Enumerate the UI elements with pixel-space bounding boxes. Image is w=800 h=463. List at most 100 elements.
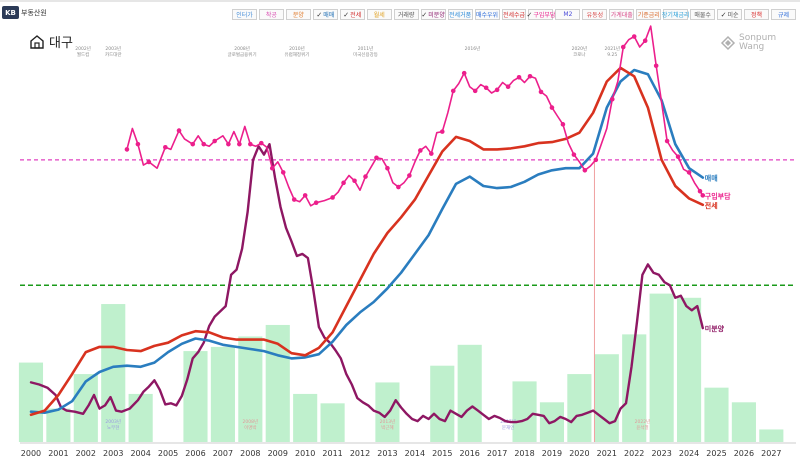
series-point [675,154,681,160]
annotation-line: 문재인 [502,424,514,431]
series-point [450,88,456,94]
annotation-line: 2003년 [105,45,121,52]
annotation-line: 코로나 [573,51,585,58]
annotation-line: 월드컵 [77,51,89,58]
toggle-label: 미순 [727,12,739,19]
annotation-line: 2008년 [234,45,250,52]
toggle-8[interactable]: ✓ 미분양 [420,9,446,20]
supply-bar [293,393,318,442]
x-tick-label: 2023 [651,449,671,458]
x-tick-label: 2002 [76,449,96,458]
annotation-text: 2013년 박근혜 [380,418,396,431]
supply-bar [430,365,455,442]
x-tick-label: 2008 [240,449,260,458]
supply-bar [759,429,784,442]
supply-bar [238,336,263,442]
annotation-text: 2003년 카드대란 [105,45,122,58]
toggle-4[interactable]: ✓ 매매 [312,9,338,20]
supply-bar [128,393,153,442]
series-point [176,128,182,133]
series-point [146,159,152,165]
toggle-20[interactable]: 정책 [744,9,770,20]
toggle-21[interactable]: 규제 [771,9,796,20]
series-point [631,34,637,39]
toggle-label: 월세 [373,12,385,19]
series-point [363,174,368,179]
x-axis: 2000 2001 2002 2003 2004 2005 2006 2007 2008 2009… [20,442,796,458]
annotation-line: 미국신용강등 [353,51,378,58]
region-title: 대구 [30,32,73,51]
series-point [226,141,231,147]
annotation-line: 2013년 [380,418,396,425]
annotation-text: 2022년 윤석열 [635,418,651,431]
toggle-7[interactable]: 거래량 [393,9,419,20]
check-icon: ✓ [343,10,350,19]
brand-logo-icon [720,35,736,51]
annotation-line: 9.25 [607,52,617,58]
toggle-label: 전세 [350,12,362,19]
annotation-line: 카드대란 [105,51,122,58]
x-tick-label: 2006 [185,449,205,458]
annotation-line: 2008년 [243,418,259,425]
toggle-2[interactable]: 착공 [258,9,284,20]
annotation-line: 2003년 [105,418,121,425]
toggle-label: 유동성 [586,12,604,19]
series-point [280,170,286,175]
toggle-label: 인터가 [236,12,253,19]
series-point [571,152,577,157]
toggle-14[interactable]: 유동성 [582,9,608,20]
toggle-6[interactable]: 월세 [366,9,392,20]
site-name[interactable]: 부동산원 [21,9,47,17]
toggle-label: 매매 [323,12,335,19]
series-point [505,84,511,89]
series-lines [29,25,705,425]
toggle-9[interactable]: 전세거품 [447,9,473,20]
series-line-매매 [29,68,705,415]
brand-line1: Sonpum [739,33,777,43]
series-point [439,129,445,134]
annotation-line: 노무현 [107,424,119,431]
toggle-11[interactable]: 전세수급 [501,9,527,20]
x-tick-label: 2009 [268,449,288,458]
series-point [341,180,346,186]
toggle-label: 가계대출 [610,12,633,19]
series-point [483,85,489,91]
x-tick-label: 2015 [432,449,452,458]
toggle-3[interactable]: 분양 [285,9,311,20]
toggle-15[interactable]: 가계대출 [609,9,635,20]
toggle-13[interactable]: M2 [555,9,581,20]
top-toolbar: KB 부동산원 인터가 착공 분양 ✓ 매매 ✓ 전세 월세 거래량 ✓ 미분양 전세거품 매수우위 전세… [0,0,800,24]
supply-bar [731,402,756,442]
annotation-line: 박근혜 [381,424,393,431]
toggle-1[interactable]: 인터가 [232,9,257,20]
kb-logo[interactable]: KB [2,6,19,19]
supply-bar [676,297,702,442]
series-line-미분양 [29,142,704,425]
house-icon [30,34,44,49]
series-point [620,44,626,50]
annotation-line: 2021년 [604,45,620,52]
toggle-5[interactable]: ✓ 전세 [339,9,365,20]
annotation-line: 2016년 [465,45,481,52]
series-line-전세 [29,66,705,417]
toggle-17[interactable]: 장기채금리 [662,9,690,20]
toggle-18[interactable]: 매물수 [690,9,716,20]
x-tick-label: 2005 [158,449,178,458]
series-point [259,140,264,146]
series-point [163,145,168,150]
toggle-16[interactable]: 기준금리 [636,9,662,20]
series-point [396,184,401,190]
toggle-12[interactable]: ✓ 구입부담 [526,9,555,20]
toggle-19[interactable]: ✓ 미순 [717,9,743,20]
annotation-line: 유럽재정위기 [285,51,310,58]
check-icon: ✓ [316,10,323,19]
series-point [697,188,703,194]
annotation-text: 2021년 9.25 [604,45,620,58]
series-end-label: 전세 [705,201,718,210]
annotation-line: 2020년 [572,45,588,52]
annotation-text: 2008년 글로벌금융위기 [228,45,257,58]
annotation-text: 2011년 미국신용강등 [353,45,378,58]
annotation-line: 2011년 [358,45,374,52]
toggle-10[interactable]: 매수우위 [474,9,500,20]
